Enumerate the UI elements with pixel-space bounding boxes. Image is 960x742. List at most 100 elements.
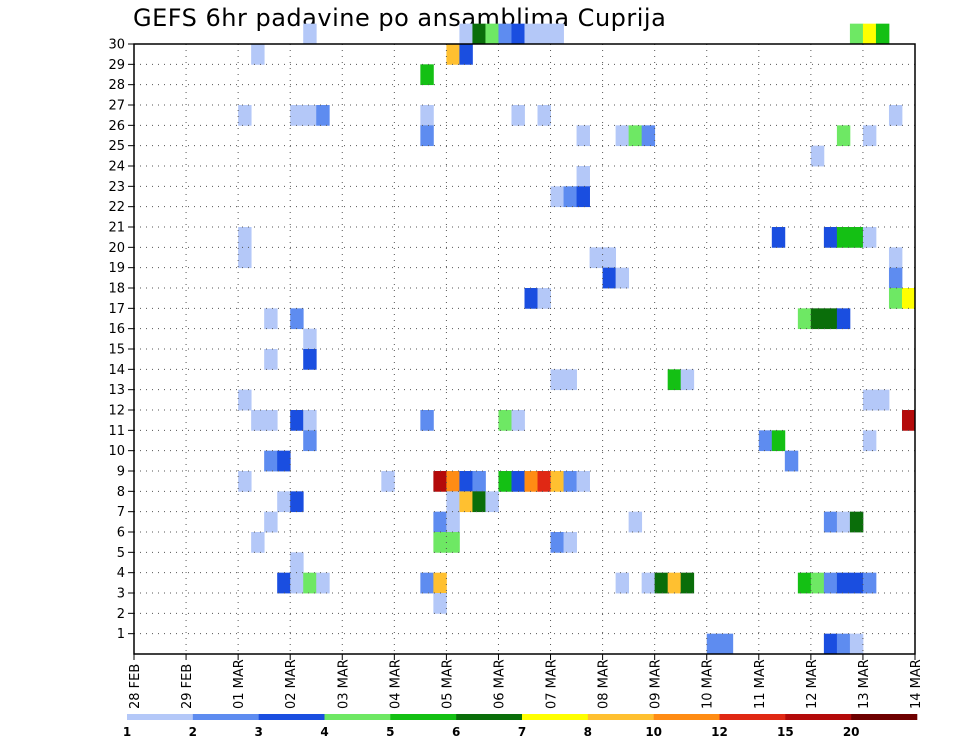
heatmap-cell — [433, 593, 447, 614]
heatmap-cell — [303, 572, 317, 594]
x-tick-label: 01 MAR — [232, 659, 247, 709]
y-tick-label: 4 — [117, 566, 125, 581]
y-tick-label: 13 — [108, 383, 125, 398]
heatmap-cell — [290, 410, 304, 431]
heatmap-cell — [888, 288, 903, 309]
heatmap-cell — [550, 532, 564, 553]
heatmap-cell — [888, 105, 903, 126]
legend-swatch — [456, 714, 523, 720]
heatmap-cell — [381, 471, 395, 492]
heatmap-cell — [498, 471, 512, 492]
legend-swatch — [258, 714, 325, 720]
heatmap-cell — [290, 491, 304, 513]
y-tick-label: 28 — [108, 78, 125, 93]
legend-label: 12 — [711, 725, 728, 739]
heatmap-cell — [472, 23, 486, 45]
heatmap-cell — [238, 227, 252, 248]
y-tick-label: 25 — [108, 139, 125, 154]
heatmap-cell — [433, 471, 447, 492]
heatmap-cell — [433, 572, 447, 594]
legend-swatch — [522, 714, 589, 720]
heatmap-cell — [316, 105, 330, 126]
y-tick-label: 1 — [117, 627, 125, 642]
heatmap-cell — [264, 450, 278, 472]
heatmap-cell — [836, 633, 851, 655]
heatmap-cell — [836, 227, 851, 248]
y-tick-label: 27 — [108, 99, 125, 114]
y-tick-label: 30 — [108, 38, 125, 53]
heatmap-cell — [849, 572, 864, 594]
heatmap-cell — [459, 23, 473, 45]
x-tick-label: 07 MAR — [545, 659, 560, 709]
heatmap-cell — [823, 511, 838, 533]
legend-label: 10 — [645, 725, 662, 739]
x-tick-label: 05 MAR — [440, 659, 455, 709]
heatmap-cell — [303, 430, 317, 452]
y-tick-label: 14 — [108, 363, 125, 378]
heatmap-cell — [550, 23, 564, 45]
heatmap-cell — [303, 410, 317, 431]
x-tick-label: 02 MAR — [284, 659, 299, 709]
legend-swatch — [587, 714, 654, 720]
heatmap-cell — [303, 105, 317, 126]
heatmap-cell — [303, 23, 317, 45]
heatmap-cell — [472, 491, 486, 513]
heatmap-cell — [862, 389, 877, 411]
y-tick-label: 22 — [108, 200, 125, 215]
heatmap-cell — [524, 288, 538, 309]
legend-label: 4 — [320, 725, 328, 739]
heatmap-cell — [823, 633, 838, 655]
y-tick-label: 9 — [117, 465, 125, 480]
heatmap-cell — [264, 410, 278, 431]
heatmap-cell — [563, 369, 577, 391]
heatmap-cell — [420, 125, 434, 147]
legend-swatch — [390, 714, 457, 720]
heatmap-cell — [836, 125, 851, 147]
x-tick-label: 04 MAR — [388, 659, 403, 709]
heatmap-cell — [238, 389, 252, 411]
heatmap-cell — [459, 471, 473, 492]
heatmap-cell — [563, 471, 577, 492]
y-tick-label: 18 — [108, 282, 125, 297]
legend-label: 20 — [843, 725, 860, 739]
heatmap-cell — [433, 532, 447, 553]
heatmap-cell — [615, 125, 630, 147]
heatmap-cell — [537, 23, 551, 45]
heatmap-cell — [277, 491, 291, 513]
x-tick-label: 03 MAR — [336, 659, 351, 709]
heatmap-cell — [290, 105, 304, 126]
x-tick-label: 08 MAR — [597, 659, 612, 709]
heatmap-cell — [667, 572, 682, 594]
heatmap-cell — [628, 125, 643, 147]
heatmap-cell — [420, 105, 434, 126]
heatmap-cell — [446, 471, 460, 492]
y-tick-label: 2 — [117, 607, 125, 622]
x-tick-label: 13 MAR — [857, 659, 872, 709]
heatmap-cell — [550, 186, 564, 208]
y-tick-label: 15 — [108, 343, 125, 358]
heatmap-cell — [498, 23, 512, 45]
y-tick-label: 20 — [108, 241, 125, 256]
legend-swatch — [324, 714, 391, 720]
y-tick-label: 24 — [108, 160, 125, 175]
heatmap-cell — [862, 227, 877, 248]
heatmap-cell — [836, 308, 851, 330]
y-tick-label: 11 — [108, 424, 125, 439]
legend-label: 2 — [189, 725, 197, 739]
heatmap-cell — [771, 430, 786, 452]
x-tick-label: 06 MAR — [492, 659, 507, 709]
heatmap-cell — [238, 105, 252, 126]
heatmap-cell — [576, 166, 590, 187]
heatmap-cell — [251, 44, 265, 65]
heatmap-cell — [823, 227, 838, 248]
x-tick-label: 28 FEB — [128, 664, 143, 709]
legend-label: 5 — [386, 725, 394, 739]
heatmap-cell — [563, 186, 577, 208]
heatmap-cell — [706, 633, 721, 655]
heatmap-cell — [615, 267, 630, 289]
heatmap-cell — [459, 44, 473, 65]
heatmap-cell — [875, 389, 890, 411]
heatmap-cell — [602, 267, 617, 289]
heatmap-cell — [576, 471, 590, 492]
heatmap-cell — [303, 349, 317, 370]
